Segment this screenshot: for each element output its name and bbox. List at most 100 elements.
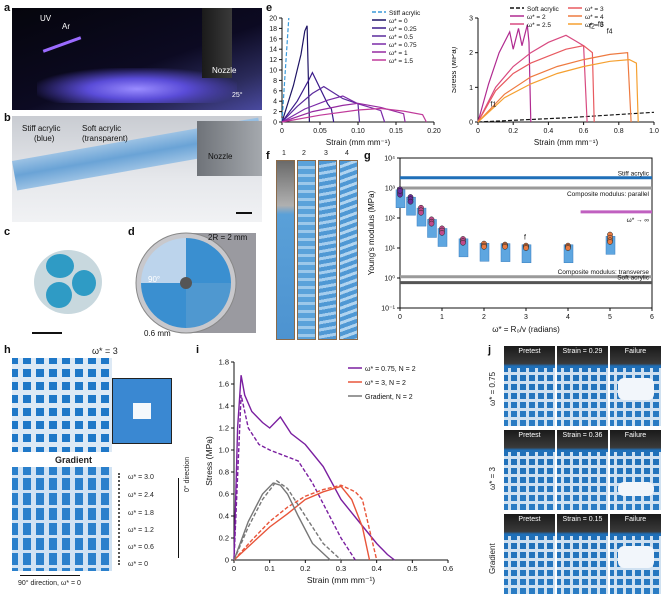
lattice-gradient (12, 467, 112, 571)
y-tick-label: 0 (273, 120, 277, 127)
j-row-label: ω* = 0.75 (488, 371, 497, 406)
j-photo-tile: Failure (610, 346, 661, 426)
legend-label: ω* = 3, N = 2 (365, 380, 406, 387)
lattice-zoom (112, 378, 172, 444)
y-tick-label: 0.6 (219, 490, 229, 499)
panel-h-label: h (4, 344, 11, 356)
x-tick-label: 1.0 (649, 128, 659, 135)
legend-label: ω* = 3 (585, 6, 604, 13)
reference-label: Composite modulus: transverse (558, 269, 650, 276)
y-tick-label: 12 (269, 57, 277, 64)
j-fracture (618, 546, 654, 568)
y-tick-label: 2 (273, 109, 277, 116)
panel-a-label: a (4, 2, 11, 14)
angle-label: 25° (232, 92, 243, 99)
reference-label: Soft acrylic (617, 275, 650, 282)
j-tile-caption: Failure (624, 348, 647, 355)
x-axis-title: Strain (mm mm⁻¹) (326, 138, 391, 146)
gradient-bracket (118, 473, 120, 565)
tube-num-4: 4 (345, 150, 349, 157)
h-bottom-title: Gradient (55, 455, 93, 465)
h-top-title: ω* = 3 (92, 346, 118, 356)
radius-label: 2R = 2 mm (208, 233, 248, 242)
x-tick-label: 0.20 (427, 128, 441, 135)
x-tick-label: 0.10 (351, 128, 365, 135)
legend-label: Stiff acrylic (389, 10, 421, 17)
tube-2 (297, 160, 316, 340)
panel-i-label: i (196, 344, 200, 356)
gradient-level-4: ω* = 0.6 (128, 544, 154, 551)
reference-label: Composite modulus: parallel (567, 191, 650, 198)
zero-dir-arrow (178, 478, 179, 558)
y-tick-label: 20 (269, 16, 277, 23)
gradient-level-0: ω* = 3.0 (128, 474, 154, 481)
x-tick-label: 0.2 (508, 128, 518, 135)
angle-label-d: 90° (148, 275, 160, 284)
series-line (281, 102, 406, 123)
j-lattice (504, 452, 555, 510)
stiff-label-2: (blue) (34, 134, 55, 143)
legend-label: ω* = 5 (585, 22, 604, 29)
j-photo-tile: Strain = 0.29 (557, 346, 608, 426)
j-fracture (618, 378, 654, 400)
j-photo-tile: Strain = 0.36 (557, 430, 608, 510)
x-axis-title: ω* = R₀/v (radians) (492, 325, 560, 334)
chart-g: 0 1 2 3 4 5 6 10⁻¹ 10⁰ 10¹ 10² 10³ 10⁴ ω* = R₀/v (rad… (367, 156, 654, 335)
nozzle-label: Nozzle (212, 66, 237, 75)
nozzle-shape (202, 8, 232, 78)
lobe-2 (72, 270, 96, 296)
x-tick-label: 0.1 (264, 564, 274, 573)
gradient-level-1: ω* = 2.4 (128, 492, 154, 499)
y-tick-label: 14 (269, 47, 277, 54)
j-tile-caption: Strain = 0.29 (562, 348, 603, 355)
x-tick-label: 0.6 (443, 564, 453, 573)
series-line (477, 34, 588, 123)
y-axis-title: Young’s modulus (MPa) (367, 190, 376, 275)
legend-label: ω* = 4 (585, 14, 604, 21)
lobe-1 (46, 254, 74, 278)
j-fracture (618, 482, 654, 496)
uv-label: UV (40, 14, 52, 23)
data-point (523, 245, 529, 251)
chart-i: 0 0.1 0.2 0.3 0.4 0.5 0.6 0 0.2 0.4 0.6 0.8 1.0 1.2 1.… (204, 358, 453, 586)
data-point (460, 239, 466, 246)
y-tick-label: 2 (469, 50, 473, 57)
x-tick-label: 0 (476, 128, 480, 135)
uv-lamp (42, 36, 82, 53)
j-row-label: ω* = 3 (488, 467, 497, 490)
j-lattice (504, 536, 555, 594)
panel-d-label: d (128, 226, 135, 238)
x-tick-label: 3 (524, 314, 528, 321)
y-tick-label: 1.4 (219, 402, 229, 411)
zero-dir-label: 0° direction (184, 456, 191, 492)
legend-label: ω* = 0 (389, 18, 408, 25)
chart-e-left: 0 0.05 0.10 0.15 0.20 0 2 4 6 8 10 12 14 16 18 20 Strain… (269, 10, 441, 146)
j-tile-caption: Strain = 0.36 (562, 432, 603, 439)
j-lattice (557, 368, 608, 426)
series-line (477, 52, 632, 123)
y-tick-label: 10⁻¹ (381, 306, 395, 313)
nozzle-shape-b (197, 121, 262, 176)
panel-g-label: g (364, 150, 371, 162)
y-tick-label: 0.4 (219, 512, 229, 521)
ninety-dir-arrow (20, 575, 80, 576)
x-axis-title: Strain (mm mm⁻¹) (307, 575, 375, 585)
ar-label: Ar (62, 22, 70, 31)
scale-bar-c (32, 332, 62, 334)
lobe-3 (46, 282, 72, 308)
x-tick-label: 0.6 (579, 128, 589, 135)
legend-label: ω* = 0.75, N = 2 (365, 366, 416, 373)
data-point (407, 198, 414, 205)
y-axis-title: Stress (MPa) (204, 436, 214, 486)
series-line (281, 17, 290, 123)
data-point (397, 188, 403, 194)
x-tick-label: 0.4 (371, 564, 381, 573)
j-lattice (557, 536, 608, 594)
reference-label: ω* → ∞ (627, 217, 650, 224)
j-tile-caption: Failure (624, 432, 647, 439)
series-line (281, 25, 310, 123)
annotation-label: f1 (491, 101, 497, 108)
y-tick-label: 1.6 (219, 380, 229, 389)
x-tick-label: 0.05 (313, 128, 327, 135)
series-line (477, 24, 532, 123)
